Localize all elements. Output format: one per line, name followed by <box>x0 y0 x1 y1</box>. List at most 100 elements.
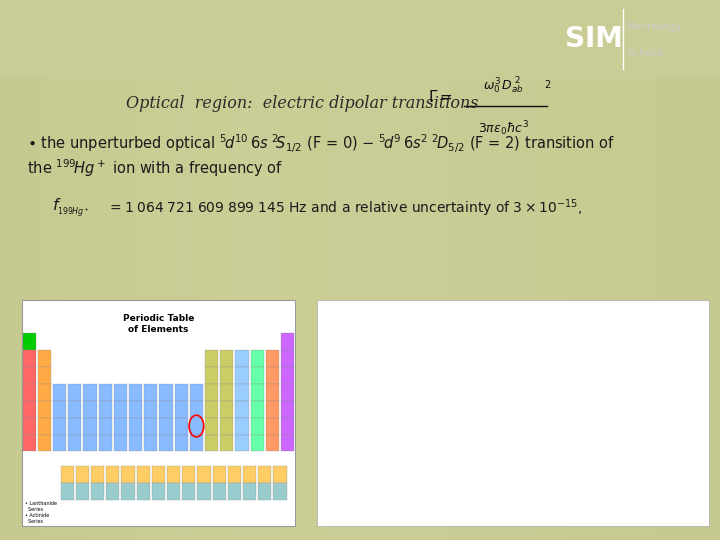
Text: $^{199}Hg^-$: $^{199}Hg^-$ <box>628 303 673 322</box>
Bar <box>228 466 241 483</box>
Bar <box>129 383 143 401</box>
Bar <box>182 466 196 483</box>
Bar <box>68 417 81 435</box>
Bar <box>281 367 294 383</box>
Text: • Lanthanide
  Series
• Actinide
  Series: • Lanthanide Series • Actinide Series <box>24 501 57 524</box>
Bar <box>129 435 143 451</box>
Text: School: School <box>626 48 663 58</box>
Bar <box>281 417 294 435</box>
Bar <box>174 401 188 417</box>
Text: F=1: F=1 <box>487 332 506 341</box>
Bar <box>220 417 233 435</box>
Bar <box>235 367 248 383</box>
Bar <box>99 417 112 435</box>
Bar <box>60 483 74 500</box>
Bar <box>121 483 135 500</box>
Bar <box>99 435 112 451</box>
Bar <box>266 401 279 417</box>
Text: $3\pi\varepsilon_0\hbar c^3$: $3\pi\varepsilon_0\hbar c^3$ <box>478 119 530 138</box>
Bar <box>53 435 66 451</box>
Bar <box>91 483 104 500</box>
Text: $^2P_{1/2}$: $^2P_{1/2}$ <box>325 335 348 352</box>
Bar <box>251 350 264 367</box>
Bar <box>22 417 36 435</box>
Bar <box>114 435 127 451</box>
Bar <box>159 417 173 435</box>
Bar <box>266 383 279 401</box>
Bar <box>159 401 173 417</box>
Bar <box>220 401 233 417</box>
Bar <box>152 483 165 500</box>
Bar <box>251 401 264 417</box>
Bar <box>53 401 66 417</box>
Bar <box>114 383 127 401</box>
Bar <box>22 435 36 451</box>
Bar <box>137 466 150 483</box>
Text: F=2: F=2 <box>676 381 694 389</box>
Bar <box>281 435 294 451</box>
Text: SIM: SIM <box>565 25 623 53</box>
Bar <box>212 483 226 500</box>
Bar <box>205 350 218 367</box>
Bar <box>37 350 51 367</box>
Bar <box>174 383 188 401</box>
Bar <box>37 417 51 435</box>
Bar <box>281 383 294 401</box>
Text: F = 0: F = 0 <box>566 480 590 489</box>
Bar <box>182 483 196 500</box>
Text: $f_o \approx 1.06\times10^{15}$ Hz: $f_o \approx 1.06\times10^{15}$ Hz <box>451 512 536 526</box>
Bar <box>205 435 218 451</box>
Text: $\bullet$ the unperturbed optical ${}^5\!d^{10}\,6s\;{}^2\!S_{1/2}$ (F = 0) $-$ : $\bullet$ the unperturbed optical ${}^5\… <box>27 132 616 155</box>
Bar <box>167 483 180 500</box>
Bar <box>174 435 188 451</box>
Text: $\omega_0^3\,D_{ab}^{\;2}$: $\omega_0^3\,D_{ab}^{\;2}$ <box>483 76 525 96</box>
Bar <box>258 483 271 500</box>
Bar <box>228 483 241 500</box>
Bar <box>281 333 294 350</box>
Bar <box>144 401 158 417</box>
Bar <box>37 435 51 451</box>
Text: $f_{_{199}\!_{Hg^+}}$: $f_{_{199}\!_{Hg^+}}$ <box>52 197 89 220</box>
Text: $\Gamma =$: $\Gamma =$ <box>428 89 453 105</box>
Bar <box>251 383 264 401</box>
Bar <box>144 417 158 435</box>
Bar <box>235 350 248 367</box>
Bar <box>266 350 279 367</box>
Text: F = 1: F = 1 <box>566 462 590 471</box>
Bar <box>84 383 96 401</box>
Bar <box>53 383 66 401</box>
Bar <box>205 367 218 383</box>
Bar <box>152 466 165 483</box>
Bar <box>266 435 279 451</box>
Text: of Elements: of Elements <box>128 325 189 334</box>
Bar <box>220 367 233 383</box>
Bar <box>37 367 51 383</box>
Bar <box>99 383 112 401</box>
Bar <box>189 383 203 401</box>
Bar <box>235 435 248 451</box>
Bar <box>76 466 89 483</box>
Bar <box>129 401 143 417</box>
Bar <box>129 417 143 435</box>
Bar <box>159 383 173 401</box>
Bar <box>84 417 96 435</box>
FancyBboxPatch shape <box>22 300 295 526</box>
Bar <box>266 417 279 435</box>
Bar <box>114 417 127 435</box>
Bar <box>84 401 96 417</box>
Bar <box>220 383 233 401</box>
Bar <box>205 417 218 435</box>
Bar <box>197 466 211 483</box>
Text: $^2D_{5/2}$: $^2D_{5/2}$ <box>531 368 557 385</box>
Bar <box>220 435 233 451</box>
Bar <box>37 401 51 417</box>
Bar <box>106 466 120 483</box>
Bar <box>205 401 218 417</box>
Bar <box>281 401 294 417</box>
Bar <box>22 401 36 417</box>
Bar <box>189 401 203 417</box>
Bar <box>174 417 188 435</box>
Text: the ${}^{199}\!Hg^+$ ion with a frequency of: the ${}^{199}\!Hg^+$ ion with a frequenc… <box>27 157 284 179</box>
Text: $^2S_{1/2}$: $^2S_{1/2}$ <box>344 467 368 484</box>
Bar <box>159 435 173 451</box>
